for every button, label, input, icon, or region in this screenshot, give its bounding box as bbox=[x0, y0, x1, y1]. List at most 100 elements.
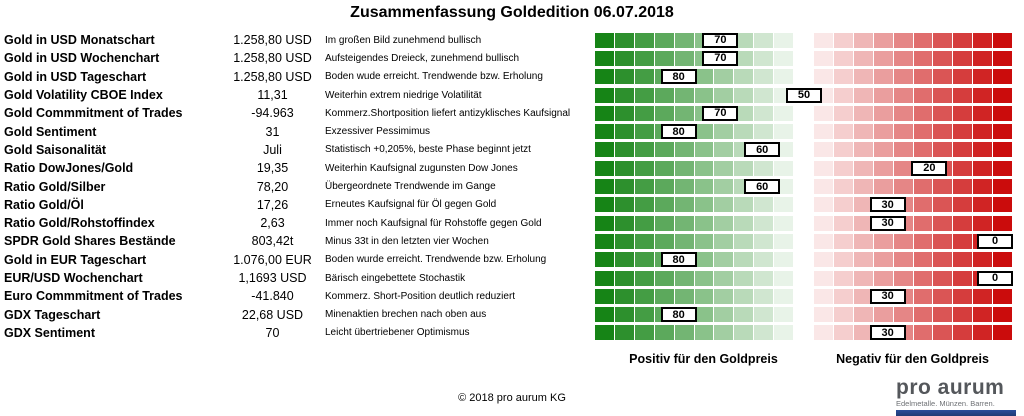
gradient-segment bbox=[853, 87, 873, 103]
row-value: 17,26 bbox=[256, 197, 289, 212]
score-box: 80 bbox=[660, 69, 697, 85]
score-box: 80 bbox=[660, 307, 697, 323]
gradient-segment bbox=[614, 69, 634, 85]
gradient-segment bbox=[973, 288, 993, 304]
gradient-segment bbox=[933, 325, 953, 341]
gradient-segment bbox=[694, 142, 714, 158]
legend-negative: Negativ für den Goldpreis bbox=[836, 352, 989, 366]
gradient-segment bbox=[734, 233, 754, 249]
gradient-segment bbox=[734, 124, 754, 140]
row-label: SPDR Gold Shares Bestände bbox=[4, 234, 176, 249]
gradient-segment bbox=[813, 307, 833, 323]
table-row: EUR/USD Wochenchart 1,1693 USD Bärisch ein… bbox=[4, 269, 1013, 287]
gradient-segment bbox=[595, 69, 614, 85]
gradient-segment bbox=[794, 325, 813, 341]
gradient-segment bbox=[634, 160, 654, 176]
gradient-segment bbox=[993, 325, 1013, 341]
gradient-segment bbox=[754, 215, 774, 231]
gradient-segment bbox=[774, 50, 794, 66]
gradient-segment bbox=[714, 325, 734, 341]
score-bar: 30 bbox=[595, 325, 1013, 341]
score-bar: 0 bbox=[595, 233, 1013, 249]
gradient-segment bbox=[754, 288, 774, 304]
gradient-segment bbox=[734, 32, 754, 48]
gradient-segment bbox=[893, 179, 913, 195]
gradient-segment bbox=[595, 142, 614, 158]
score-box: 80 bbox=[660, 252, 697, 268]
gradient-segment bbox=[714, 270, 734, 286]
gradient-segment bbox=[774, 233, 794, 249]
row-label: Gold Sentiment bbox=[4, 124, 97, 139]
table-row: Ratio Gold/Öl 17,26 Erneutes Kaufsignal fü… bbox=[4, 196, 1013, 214]
gradient-segment bbox=[953, 142, 973, 158]
gradient-segment bbox=[794, 179, 813, 195]
gradient-segment bbox=[973, 307, 993, 323]
table-row: GDX Tageschart 22,68 USD Minenaktien brech… bbox=[4, 305, 1013, 323]
gradient-segment bbox=[794, 32, 813, 48]
gradient-segment bbox=[913, 252, 933, 268]
gradient-segment bbox=[853, 307, 873, 323]
gradient-segment bbox=[973, 197, 993, 213]
gradient-segment bbox=[953, 69, 973, 85]
gradient-segment bbox=[993, 215, 1013, 231]
gradient-segment bbox=[853, 32, 873, 48]
gradient-segment bbox=[634, 124, 654, 140]
gradient-segment bbox=[634, 179, 654, 195]
gradient-segment bbox=[993, 87, 1013, 103]
gradient-segment bbox=[953, 87, 973, 103]
gradient-segment bbox=[654, 142, 674, 158]
gradient-segment bbox=[754, 197, 774, 213]
score-box: 70 bbox=[702, 32, 739, 48]
gradient-segment bbox=[654, 160, 674, 176]
gradient-segment bbox=[833, 270, 853, 286]
score-box: 70 bbox=[702, 105, 739, 121]
gradient-segment bbox=[893, 160, 913, 176]
gradient-segment bbox=[714, 288, 734, 304]
gradient-segment bbox=[813, 179, 833, 195]
gradient-segment bbox=[933, 87, 953, 103]
gradient-segment bbox=[813, 69, 833, 85]
gradient-segment bbox=[694, 87, 714, 103]
scale-legend: Positiv für den Goldpreis Negativ für de… bbox=[599, 352, 1017, 366]
gradient-segment bbox=[674, 32, 694, 48]
gradient-segment bbox=[993, 288, 1013, 304]
row-value: -41.840 bbox=[251, 289, 294, 304]
gradient-segment bbox=[694, 197, 714, 213]
row-label: GDX Sentiment bbox=[4, 325, 95, 340]
row-description: Statistisch +0,205%, beste Phase beginnt… bbox=[325, 144, 531, 156]
gradient-segment bbox=[714, 160, 734, 176]
gradient-segment bbox=[734, 87, 754, 103]
gradient-segment bbox=[853, 160, 873, 176]
gradient-segment bbox=[913, 87, 933, 103]
table-row: Gold in USD Wochenchart 1.258,80 USD Aufst… bbox=[4, 49, 1013, 67]
gradient-segment bbox=[674, 215, 694, 231]
gradient-segment bbox=[674, 50, 694, 66]
gradient-segment bbox=[774, 325, 794, 341]
gradient-segment bbox=[933, 215, 953, 231]
gradient-segment bbox=[774, 69, 794, 85]
gradient-segment bbox=[913, 142, 933, 158]
gradient-segment bbox=[754, 105, 774, 121]
gradient-segment bbox=[853, 179, 873, 195]
gradient-segment bbox=[674, 142, 694, 158]
gradient-segment bbox=[794, 270, 813, 286]
gradient-segment bbox=[993, 124, 1013, 140]
score-bar: 60 bbox=[595, 142, 1013, 158]
gradient-segment bbox=[833, 69, 853, 85]
row-value: 2,63 bbox=[260, 216, 285, 231]
row-value: 1.258,80 USD bbox=[233, 33, 312, 48]
gradient-segment bbox=[813, 124, 833, 140]
gradient-segment bbox=[714, 69, 734, 85]
gradient-segment bbox=[595, 197, 614, 213]
gradient-segment bbox=[734, 325, 754, 341]
gradient-segment bbox=[794, 307, 813, 323]
gradient-segment bbox=[614, 142, 634, 158]
gradient-segment bbox=[873, 32, 893, 48]
gradient-segment bbox=[595, 325, 614, 341]
gradient-segment bbox=[614, 325, 634, 341]
row-label: Gold in EUR Tageschart bbox=[4, 252, 147, 267]
gradient-segment bbox=[833, 124, 853, 140]
score-bar: 80 bbox=[595, 69, 1013, 85]
gradient-segment bbox=[813, 288, 833, 304]
score-box: 60 bbox=[744, 142, 781, 158]
